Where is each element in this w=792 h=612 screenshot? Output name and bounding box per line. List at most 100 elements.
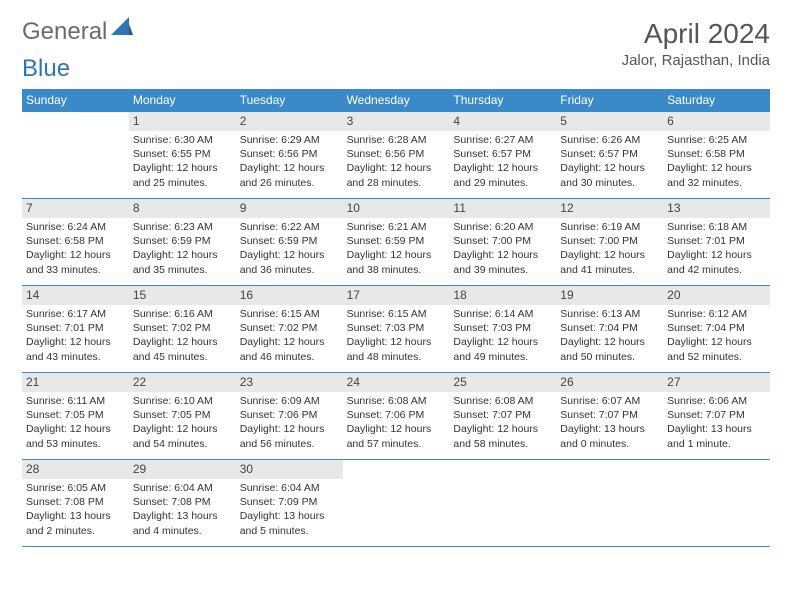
- daylight: Daylight: 13 hours and 1 minute.: [667, 422, 766, 450]
- sunset: Sunset: 7:03 PM: [453, 321, 552, 335]
- calendar: Sunday Monday Tuesday Wednesday Thursday…: [22, 89, 770, 547]
- day-number: 13: [663, 199, 770, 218]
- daylight: Daylight: 12 hours and 56 minutes.: [240, 422, 339, 450]
- day-number: 5: [556, 112, 663, 131]
- week-row: 1Sunrise: 6:30 AMSunset: 6:55 PMDaylight…: [22, 112, 770, 199]
- day-number: 28: [22, 460, 129, 479]
- day-body: Sunrise: 6:30 AMSunset: 6:55 PMDaylight:…: [129, 131, 236, 194]
- daylight: Daylight: 13 hours and 0 minutes.: [560, 422, 659, 450]
- day-number: 6: [663, 112, 770, 131]
- daylight: Daylight: 12 hours and 38 minutes.: [347, 248, 446, 276]
- day-number: 23: [236, 373, 343, 392]
- sunset: Sunset: 7:07 PM: [453, 408, 552, 422]
- day-cell: 19Sunrise: 6:13 AMSunset: 7:04 PMDayligh…: [556, 286, 663, 372]
- sunrise: Sunrise: 6:27 AM: [453, 133, 552, 147]
- sunset: Sunset: 7:06 PM: [240, 408, 339, 422]
- day-cell: 27Sunrise: 6:06 AMSunset: 7:07 PMDayligh…: [663, 373, 770, 459]
- day-number: 20: [663, 286, 770, 305]
- day-cell: [556, 460, 663, 546]
- daylight: Daylight: 12 hours and 50 minutes.: [560, 335, 659, 363]
- daylight: Daylight: 12 hours and 39 minutes.: [453, 248, 552, 276]
- daylight: Daylight: 12 hours and 42 minutes.: [667, 248, 766, 276]
- day-number: 11: [449, 199, 556, 218]
- daylight: Daylight: 12 hours and 36 minutes.: [240, 248, 339, 276]
- sunset: Sunset: 6:59 PM: [133, 234, 232, 248]
- logo-text-general: General: [22, 18, 107, 46]
- sunrise: Sunrise: 6:19 AM: [560, 220, 659, 234]
- day-cell: 26Sunrise: 6:07 AMSunset: 7:07 PMDayligh…: [556, 373, 663, 459]
- week-row: 21Sunrise: 6:11 AMSunset: 7:05 PMDayligh…: [22, 373, 770, 460]
- daylight: Daylight: 12 hours and 28 minutes.: [347, 161, 446, 189]
- day-cell: 29Sunrise: 6:04 AMSunset: 7:08 PMDayligh…: [129, 460, 236, 546]
- day-body: Sunrise: 6:08 AMSunset: 7:06 PMDaylight:…: [343, 392, 450, 455]
- day-number: 1: [129, 112, 236, 131]
- title-block: April 2024 Jalor, Rajasthan, India: [622, 18, 770, 69]
- sunset: Sunset: 7:01 PM: [667, 234, 766, 248]
- day-body: Sunrise: 6:08 AMSunset: 7:07 PMDaylight:…: [449, 392, 556, 455]
- day-number: 7: [22, 199, 129, 218]
- logo-sail-icon: [111, 17, 133, 42]
- week-row: 14Sunrise: 6:17 AMSunset: 7:01 PMDayligh…: [22, 286, 770, 373]
- weekday-saturday: Saturday: [663, 89, 770, 112]
- sunset: Sunset: 6:59 PM: [347, 234, 446, 248]
- day-number: 15: [129, 286, 236, 305]
- sunrise: Sunrise: 6:04 AM: [240, 481, 339, 495]
- week-row: 7Sunrise: 6:24 AMSunset: 6:58 PMDaylight…: [22, 199, 770, 286]
- day-body: Sunrise: 6:29 AMSunset: 6:56 PMDaylight:…: [236, 131, 343, 194]
- sunrise: Sunrise: 6:13 AM: [560, 307, 659, 321]
- sunset: Sunset: 7:05 PM: [133, 408, 232, 422]
- daylight: Daylight: 12 hours and 57 minutes.: [347, 422, 446, 450]
- day-cell: 3Sunrise: 6:28 AMSunset: 6:56 PMDaylight…: [343, 112, 450, 198]
- weekday-thursday: Thursday: [449, 89, 556, 112]
- day-body: Sunrise: 6:20 AMSunset: 7:00 PMDaylight:…: [449, 218, 556, 281]
- day-cell: 18Sunrise: 6:14 AMSunset: 7:03 PMDayligh…: [449, 286, 556, 372]
- week-row: 28Sunrise: 6:05 AMSunset: 7:08 PMDayligh…: [22, 460, 770, 547]
- day-number: 3: [343, 112, 450, 131]
- day-cell: [663, 460, 770, 546]
- daylight: Daylight: 12 hours and 26 minutes.: [240, 161, 339, 189]
- day-body: Sunrise: 6:04 AMSunset: 7:08 PMDaylight:…: [129, 479, 236, 542]
- sunrise: Sunrise: 6:16 AM: [133, 307, 232, 321]
- sunrise: Sunrise: 6:24 AM: [26, 220, 125, 234]
- daylight: Daylight: 12 hours and 49 minutes.: [453, 335, 552, 363]
- day-body: Sunrise: 6:22 AMSunset: 6:59 PMDaylight:…: [236, 218, 343, 281]
- day-body: Sunrise: 6:05 AMSunset: 7:08 PMDaylight:…: [22, 479, 129, 542]
- daylight: Daylight: 13 hours and 2 minutes.: [26, 509, 125, 537]
- day-body: Sunrise: 6:16 AMSunset: 7:02 PMDaylight:…: [129, 305, 236, 368]
- sunrise: Sunrise: 6:11 AM: [26, 394, 125, 408]
- day-number: 29: [129, 460, 236, 479]
- sunrise: Sunrise: 6:23 AM: [133, 220, 232, 234]
- sunset: Sunset: 7:03 PM: [347, 321, 446, 335]
- day-body: Sunrise: 6:26 AMSunset: 6:57 PMDaylight:…: [556, 131, 663, 194]
- sunrise: Sunrise: 6:10 AM: [133, 394, 232, 408]
- logo: General: [22, 18, 135, 46]
- day-body: Sunrise: 6:15 AMSunset: 7:02 PMDaylight:…: [236, 305, 343, 368]
- sunrise: Sunrise: 6:12 AM: [667, 307, 766, 321]
- sunrise: Sunrise: 6:08 AM: [453, 394, 552, 408]
- day-cell: [343, 460, 450, 546]
- day-body: Sunrise: 6:19 AMSunset: 7:00 PMDaylight:…: [556, 218, 663, 281]
- day-cell: 23Sunrise: 6:09 AMSunset: 7:06 PMDayligh…: [236, 373, 343, 459]
- day-cell: 28Sunrise: 6:05 AMSunset: 7:08 PMDayligh…: [22, 460, 129, 546]
- day-number: 27: [663, 373, 770, 392]
- daylight: Daylight: 13 hours and 5 minutes.: [240, 509, 339, 537]
- weeks: 1Sunrise: 6:30 AMSunset: 6:55 PMDaylight…: [22, 112, 770, 547]
- day-cell: 14Sunrise: 6:17 AMSunset: 7:01 PMDayligh…: [22, 286, 129, 372]
- day-cell: [22, 112, 129, 198]
- weekday-tuesday: Tuesday: [236, 89, 343, 112]
- day-body: Sunrise: 6:12 AMSunset: 7:04 PMDaylight:…: [663, 305, 770, 368]
- month-title: April 2024: [622, 18, 770, 50]
- day-number: 12: [556, 199, 663, 218]
- day-body: Sunrise: 6:18 AMSunset: 7:01 PMDaylight:…: [663, 218, 770, 281]
- day-cell: 12Sunrise: 6:19 AMSunset: 7:00 PMDayligh…: [556, 199, 663, 285]
- sunset: Sunset: 6:59 PM: [240, 234, 339, 248]
- day-body: Sunrise: 6:07 AMSunset: 7:07 PMDaylight:…: [556, 392, 663, 455]
- sunset: Sunset: 7:06 PM: [347, 408, 446, 422]
- day-cell: 6Sunrise: 6:25 AMSunset: 6:58 PMDaylight…: [663, 112, 770, 198]
- daylight: Daylight: 12 hours and 54 minutes.: [133, 422, 232, 450]
- day-number: 2: [236, 112, 343, 131]
- day-cell: 22Sunrise: 6:10 AMSunset: 7:05 PMDayligh…: [129, 373, 236, 459]
- day-cell: 25Sunrise: 6:08 AMSunset: 7:07 PMDayligh…: [449, 373, 556, 459]
- sunrise: Sunrise: 6:20 AM: [453, 220, 552, 234]
- sunset: Sunset: 7:05 PM: [26, 408, 125, 422]
